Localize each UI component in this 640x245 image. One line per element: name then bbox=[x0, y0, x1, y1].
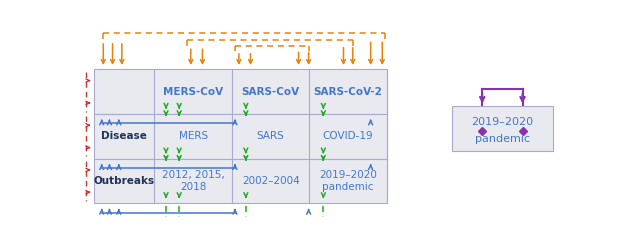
Text: MERS-CoV: MERS-CoV bbox=[163, 87, 223, 97]
Text: 2012, 2015,
2018: 2012, 2015, 2018 bbox=[162, 170, 225, 192]
Text: MERS: MERS bbox=[179, 131, 208, 141]
Text: 2019–2020: 2019–2020 bbox=[471, 117, 533, 127]
Text: SARS-CoV: SARS-CoV bbox=[241, 87, 300, 97]
Bar bbox=[94, 69, 387, 114]
Text: 2019–2020
pandemic: 2019–2020 pandemic bbox=[319, 170, 377, 192]
Bar bbox=[94, 114, 387, 159]
Text: COVID-19: COVID-19 bbox=[323, 131, 374, 141]
Text: SARS: SARS bbox=[257, 131, 285, 141]
Text: Disease: Disease bbox=[101, 131, 147, 141]
Text: pandemic: pandemic bbox=[475, 134, 530, 144]
Text: SARS-CoV-2: SARS-CoV-2 bbox=[314, 87, 383, 97]
Bar bbox=[94, 159, 387, 203]
Text: 2002–2004: 2002–2004 bbox=[242, 176, 300, 186]
Bar bbox=[452, 106, 553, 151]
Text: Outbreaks: Outbreaks bbox=[93, 176, 155, 186]
